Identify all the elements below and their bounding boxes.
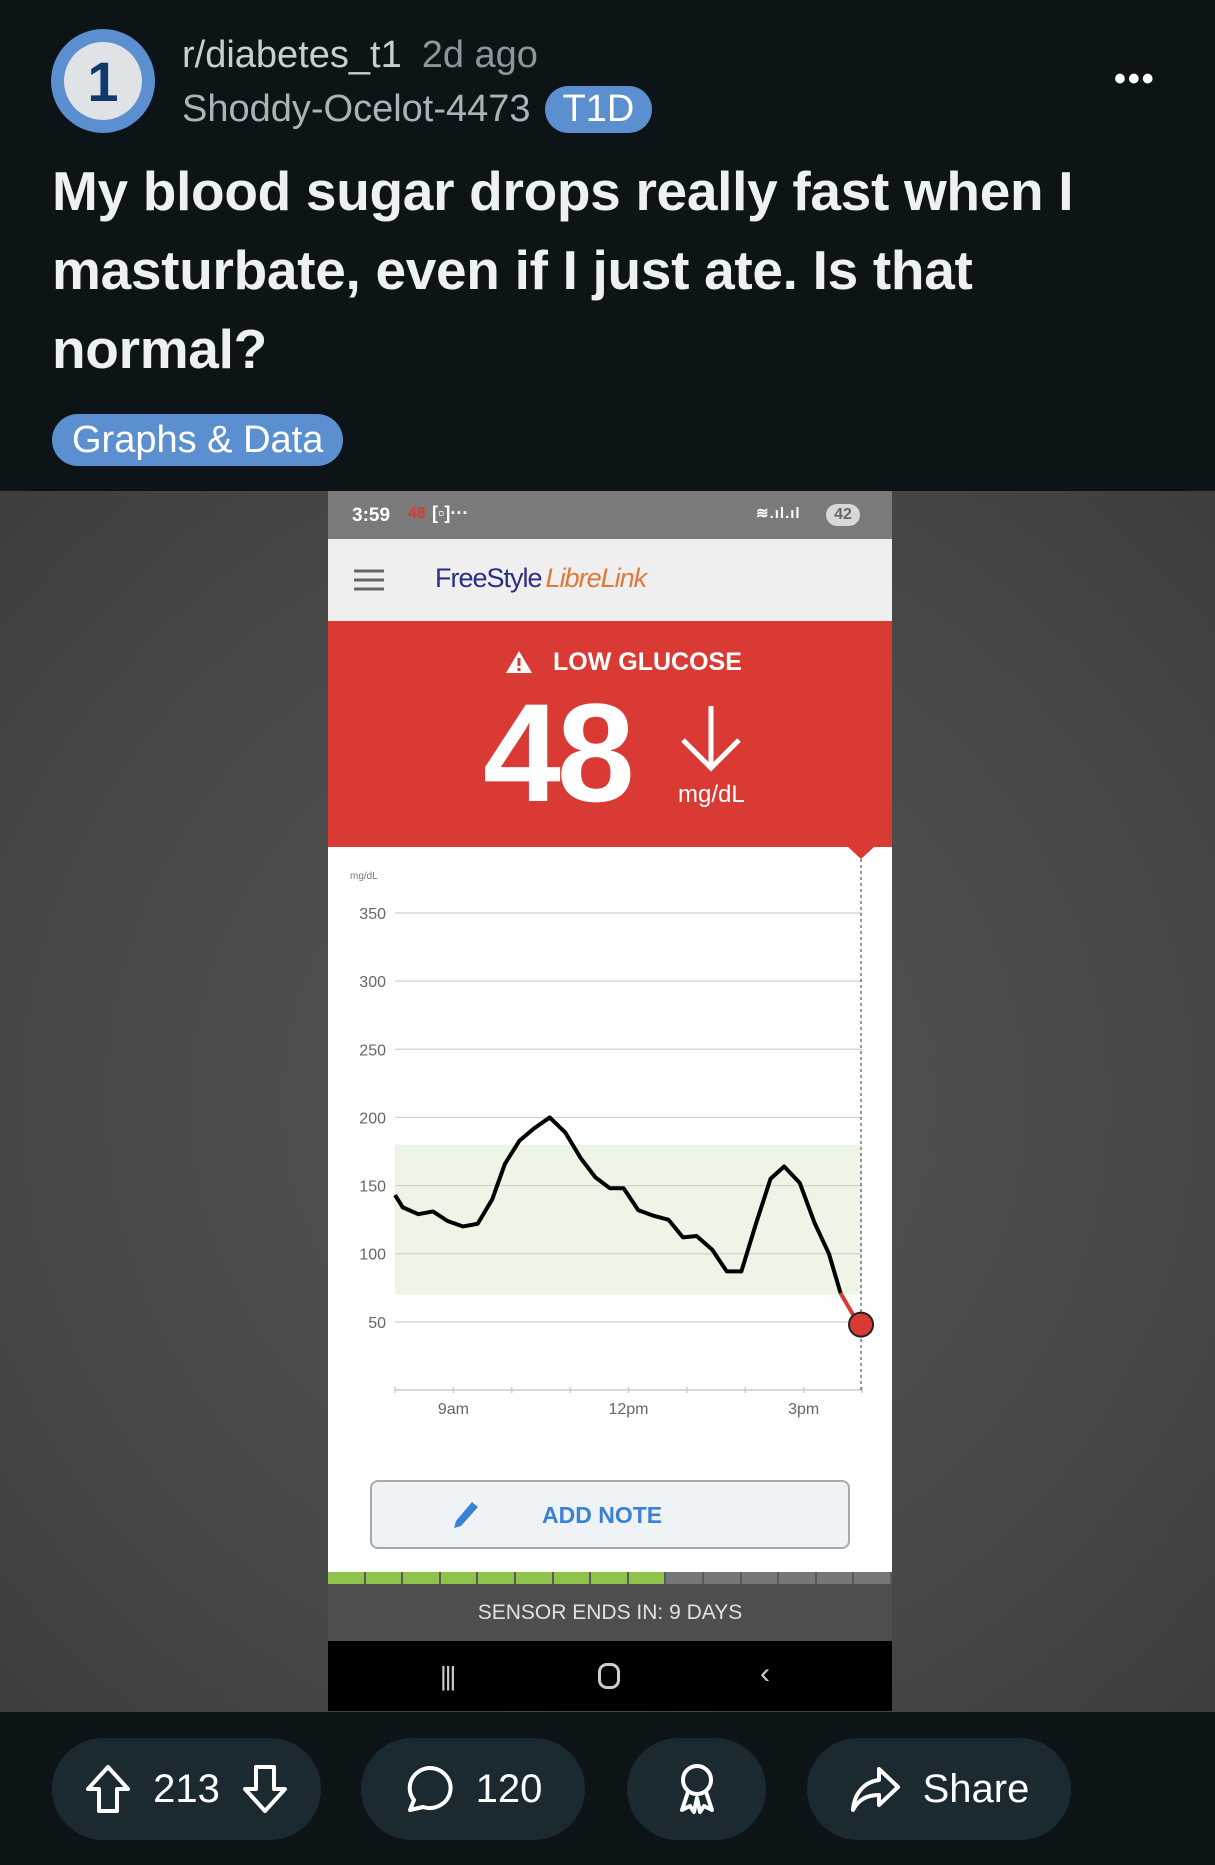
current-time-marker <box>848 847 875 859</box>
home-icon[interactable] <box>598 1663 620 1689</box>
sensor-segment <box>779 1572 817 1584</box>
target-range-band <box>395 1144 862 1295</box>
app-title-librelink: LibreLink <box>545 563 648 593</box>
y-tick-label: 300 <box>359 974 386 991</box>
author-link[interactable]: Shoddy-Ocelot-4473 <box>182 88 531 130</box>
app-title-freestyle: FreeStyle <box>435 563 543 593</box>
status-glucose: 48 <box>408 505 426 522</box>
share-label: Share <box>922 1766 1030 1811</box>
warning-icon <box>506 651 532 673</box>
sensor-status: SENSOR ENDS IN: 9 DAYS <box>328 1584 892 1641</box>
sensor-segment <box>666 1572 704 1584</box>
y-tick-label: 150 <box>359 1179 386 1196</box>
post-title: My blood sugar drops really fast when I … <box>52 160 1074 380</box>
sensor-life-bar <box>328 1572 892 1584</box>
sensor-segment <box>854 1572 892 1584</box>
glucose-value: 48 <box>483 674 635 831</box>
glucose-chart-svg: mg/dL 350 300 250 200 150 100 50 9am 12pm 3pm <box>350 847 875 1418</box>
sensor-segment <box>553 1572 592 1584</box>
pencil-icon <box>454 1502 478 1528</box>
share-icon <box>850 1767 900 1812</box>
current-reading-dot <box>848 1311 875 1338</box>
share-button[interactable]: Share <box>807 1738 1071 1840</box>
comments-button[interactable]: 120 <box>361 1738 585 1840</box>
glucose-unit: mg/dL <box>678 781 745 808</box>
android-nav-bar: ||| ‹ <box>328 1641 892 1711</box>
app-header: FreeStyle LibreLink <box>328 539 892 621</box>
back-icon[interactable]: ‹ <box>760 1657 770 1690</box>
award-button[interactable] <box>627 1738 766 1840</box>
comment-icon <box>407 1765 453 1812</box>
post-time: 2d ago <box>421 34 538 76</box>
signal-icon: ≋.ıl.ıl <box>756 505 801 522</box>
status-bar: 3:59 48 [▫]··· ≋.ıl.ıl 42 <box>328 491 892 539</box>
screenshot-icon: [▫]··· <box>432 503 469 523</box>
award-icon <box>679 1764 714 1814</box>
x-tick-label: 9am <box>438 1401 469 1418</box>
glucose-chart: mg/dL 350 300 250 200 150 100 50 9am 12pm 3pm ADD … <box>328 847 892 1572</box>
sensor-segment <box>628 1572 667 1584</box>
sensor-segment <box>741 1572 780 1584</box>
x-tick-label: 12pm <box>608 1401 648 1418</box>
sensor-segment <box>816 1572 855 1584</box>
sensor-segment <box>478 1572 516 1584</box>
y-tick-label: 350 <box>359 906 386 923</box>
sensor-segment <box>328 1572 366 1584</box>
phone-screenshot: 3:59 48 [▫]··· ≋.ıl.ıl 42 FreeStyle Libre… <box>328 491 892 1711</box>
subreddit-link[interactable]: r/diabetes_t1 <box>182 34 402 76</box>
upvote-icon[interactable] <box>85 1764 131 1814</box>
add-note-button[interactable]: ADD NOTE <box>370 1480 850 1549</box>
more-horizontal-icon[interactable]: ••• <box>1114 60 1156 98</box>
sensor-segment <box>703 1572 742 1584</box>
battery-icon: 42 <box>826 504 860 526</box>
y-tick-label: 200 <box>359 1110 386 1127</box>
arrow-down-icon <box>681 706 741 772</box>
sensor-segment <box>440 1572 479 1584</box>
status-time: 3:59 <box>352 505 391 526</box>
downvote-icon[interactable] <box>242 1764 288 1814</box>
vote-control: 213 <box>52 1738 321 1840</box>
y-tick-label: 50 <box>368 1315 386 1332</box>
menu-icon[interactable] <box>354 569 384 591</box>
vote-count: 213 <box>153 1766 220 1811</box>
y-axis-unit-label: mg/dL <box>350 871 378 882</box>
sensor-segment <box>515 1572 554 1584</box>
avatar-text: 1 <box>64 42 142 120</box>
glucose-line <box>393 1115 843 1294</box>
subreddit-avatar[interactable]: 1 <box>51 29 155 133</box>
y-tick-label: 100 <box>359 1247 386 1264</box>
sensor-segment <box>591 1572 629 1584</box>
x-tick-label: 3pm <box>788 1401 819 1418</box>
comment-count: 120 <box>475 1766 543 1811</box>
low-glucose-banner: LOW GLUCOSE 48 mg/dL <box>328 621 892 847</box>
alert-label: LOW GLUCOSE <box>553 648 742 676</box>
post-flair[interactable]: Graphs & Data <box>52 414 344 466</box>
sensor-segment <box>403 1572 441 1584</box>
add-note-label: ADD NOTE <box>542 1502 663 1528</box>
recents-icon[interactable]: ||| <box>440 1661 456 1691</box>
y-tick-label: 250 <box>359 1042 386 1059</box>
user-flair: T1D <box>544 86 653 133</box>
sensor-segment <box>365 1572 404 1584</box>
